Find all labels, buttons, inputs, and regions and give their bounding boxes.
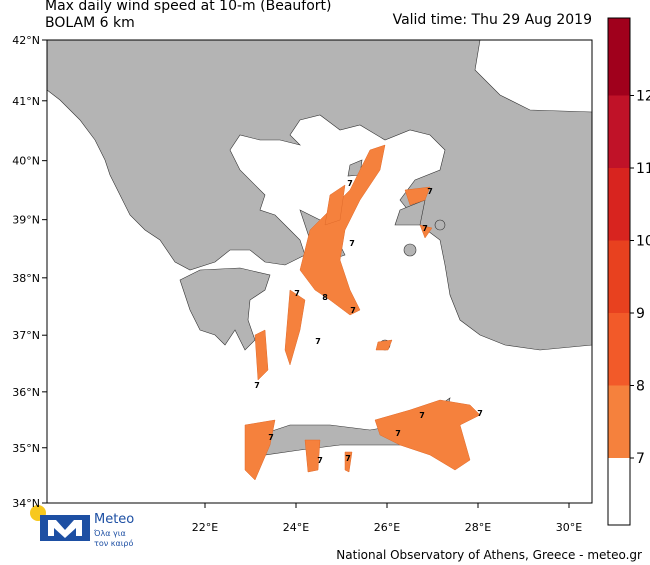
lon-label: 26°E xyxy=(374,521,400,534)
contour-label: 7 xyxy=(254,381,260,390)
lon-label: 24°E xyxy=(283,521,309,534)
title: Max daily wind speed at 10-m (Beaufort) xyxy=(45,0,331,14)
island xyxy=(434,219,446,231)
subtitle: BOLAM 6 km xyxy=(45,15,135,31)
contour-label: 7 xyxy=(294,289,300,298)
lon-label: 30°E xyxy=(556,521,582,534)
wind-area xyxy=(324,184,346,226)
footer: National Observatory of Athens, Greece -… xyxy=(336,548,642,562)
peloponnese xyxy=(179,267,271,351)
wind-area xyxy=(299,144,386,316)
contour-label: 7 xyxy=(427,187,433,196)
contour-label: 7 xyxy=(315,337,321,346)
colorbar-label: 12 xyxy=(636,89,650,105)
wind-area xyxy=(284,289,306,366)
logo-m xyxy=(48,520,82,538)
colorbar-label: 9 xyxy=(636,306,645,322)
lat-label: 34°N xyxy=(12,497,40,510)
wind-area xyxy=(344,451,353,473)
colorbar-label: 10 xyxy=(636,234,650,250)
colorbar-segment xyxy=(608,385,630,458)
wind-area xyxy=(244,419,276,481)
colorbar-segment xyxy=(608,95,630,168)
lat-label: 39°N xyxy=(12,214,40,227)
colorbar-segment xyxy=(608,168,630,241)
contour-label: 7 xyxy=(317,456,323,465)
wind-area xyxy=(254,329,269,381)
logo-tagline: τον καιρό xyxy=(94,538,133,548)
wind-area xyxy=(375,339,393,351)
map-frame xyxy=(46,39,593,504)
colorbar-label: 8 xyxy=(636,379,645,395)
lat-label: 42°N xyxy=(12,34,40,47)
lat-label: 41°N xyxy=(12,95,40,108)
contour-label: 7 xyxy=(477,409,483,418)
contour-label: 7 xyxy=(395,429,401,438)
lat-label: 35°N xyxy=(12,442,40,455)
wind-area xyxy=(374,399,481,471)
wind-area xyxy=(419,224,433,239)
contour-label: 7 xyxy=(349,239,355,248)
lat-label: 38°N xyxy=(12,272,40,285)
logo-tagline: Όλα για xyxy=(93,528,126,538)
wind-area xyxy=(304,439,321,473)
contour-label: 7 xyxy=(419,411,425,420)
colorbar-segment xyxy=(608,313,630,386)
lat-label: 36°N xyxy=(12,386,40,399)
valid-time: Valid time: Thu 29 Aug 2019 xyxy=(393,12,592,28)
colorbar-segment xyxy=(608,458,630,525)
contour-label: 7 xyxy=(422,224,428,233)
lon-label: 28°E xyxy=(465,521,491,534)
contour-label: 7 xyxy=(347,179,353,188)
contour-label: 7 xyxy=(350,306,356,315)
colorbar-frame xyxy=(607,17,631,526)
colorbar-segment xyxy=(608,18,630,96)
contour-label: 7 xyxy=(345,454,351,463)
colorbar-segment xyxy=(608,240,630,313)
logo: Meteo Όλα για τον καιρό xyxy=(30,505,134,548)
map: 7 7 7 8 7 7 7 7 7 7 7 7 7 7 7 xyxy=(46,39,593,504)
colorbar-label: 11 xyxy=(636,161,650,177)
lon-label: 22°E xyxy=(192,521,218,534)
contour-label: 7 xyxy=(268,433,274,442)
contour-label: 8 xyxy=(322,293,328,302)
island xyxy=(403,243,417,257)
lat-label: 37°N xyxy=(12,329,40,342)
logo-name: Meteo xyxy=(94,512,134,527)
mainland xyxy=(46,39,593,351)
colorbar-label: 7 xyxy=(636,451,645,467)
lat-label: 40°N xyxy=(12,155,40,168)
wind-area xyxy=(404,186,431,206)
